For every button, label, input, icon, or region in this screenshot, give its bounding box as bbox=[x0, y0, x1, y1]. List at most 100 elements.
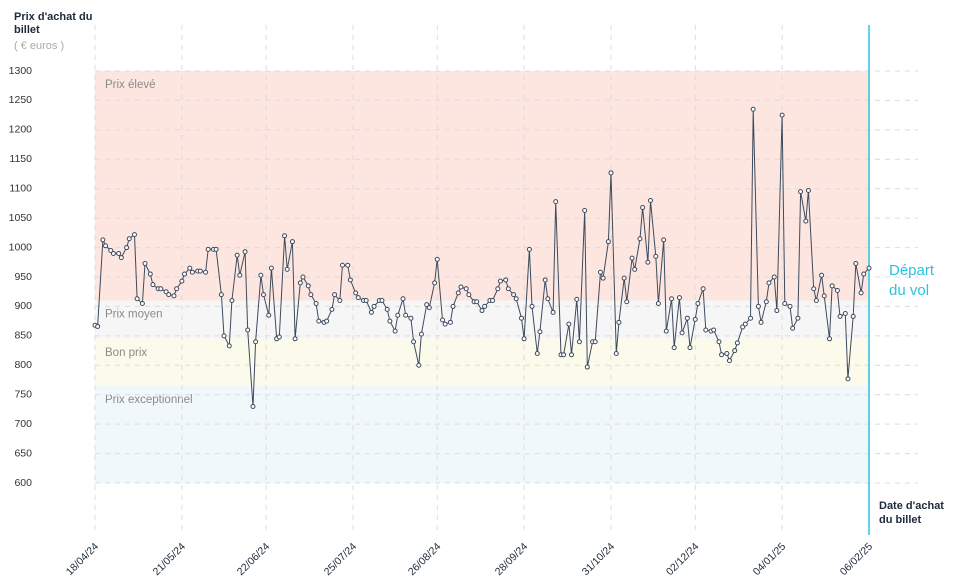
price-point bbox=[134, 296, 140, 302]
price-point bbox=[250, 403, 256, 409]
price-point bbox=[671, 345, 677, 351]
price-point bbox=[795, 315, 801, 321]
price-point bbox=[403, 312, 409, 318]
price-point bbox=[647, 197, 653, 203]
price-point bbox=[329, 306, 335, 312]
price-point bbox=[616, 319, 622, 325]
price-point bbox=[537, 329, 543, 335]
price-point bbox=[837, 313, 843, 319]
price-point bbox=[205, 246, 211, 252]
price-point bbox=[316, 318, 322, 324]
x-tick-label: 22/06/24 bbox=[235, 540, 272, 577]
price-point bbox=[384, 306, 390, 312]
price-point bbox=[126, 236, 132, 242]
price-point bbox=[811, 286, 817, 292]
price-point bbox=[518, 315, 524, 321]
price-point bbox=[834, 288, 840, 294]
price-point bbox=[411, 339, 417, 345]
price-point bbox=[771, 274, 777, 280]
price-point bbox=[629, 255, 635, 261]
price-point bbox=[218, 292, 224, 298]
price-point bbox=[424, 302, 430, 308]
price-point bbox=[466, 292, 472, 298]
price-point bbox=[566, 321, 572, 327]
price-zone bbox=[95, 300, 869, 339]
price-point bbox=[392, 328, 398, 334]
price-point bbox=[798, 189, 804, 195]
price-point bbox=[118, 255, 124, 261]
price-point bbox=[748, 315, 754, 321]
price-point bbox=[100, 237, 106, 243]
price-point bbox=[197, 268, 203, 274]
price-point bbox=[324, 318, 330, 324]
price-point bbox=[432, 280, 438, 286]
price-point bbox=[213, 246, 219, 252]
price-point bbox=[289, 239, 295, 245]
price-point bbox=[766, 280, 772, 286]
price-point bbox=[608, 170, 614, 176]
price-point bbox=[166, 292, 172, 298]
price-point bbox=[716, 339, 722, 345]
price-point bbox=[574, 296, 580, 302]
price-point bbox=[229, 298, 235, 304]
price-point bbox=[337, 298, 343, 304]
zone-label: Prix exceptionnel bbox=[105, 394, 193, 406]
y-tick-label: 1150 bbox=[9, 153, 32, 165]
price-point bbox=[613, 351, 619, 357]
price-point bbox=[355, 295, 361, 301]
y-tick-label: 1250 bbox=[9, 94, 33, 106]
price-point bbox=[695, 300, 701, 306]
price-point bbox=[758, 319, 764, 325]
price-point bbox=[258, 272, 264, 278]
price-point bbox=[174, 286, 180, 292]
price-point bbox=[226, 343, 232, 349]
price-point bbox=[300, 274, 306, 280]
price-point bbox=[147, 271, 153, 277]
price-point bbox=[827, 336, 833, 342]
price-point bbox=[534, 351, 540, 357]
price-point bbox=[576, 339, 582, 345]
price-point bbox=[426, 305, 432, 311]
x-tick-label: 18/04/24 bbox=[64, 540, 101, 577]
price-zone bbox=[95, 71, 869, 301]
y-tick-label: 1100 bbox=[9, 182, 32, 194]
price-point bbox=[774, 308, 780, 314]
price-point bbox=[332, 292, 338, 298]
departure-label: Départ du vol bbox=[889, 262, 935, 299]
price-point bbox=[276, 334, 282, 340]
y-tick-label: 950 bbox=[14, 271, 32, 283]
price-point bbox=[858, 290, 864, 296]
price-point bbox=[511, 292, 517, 298]
price-point bbox=[418, 331, 424, 337]
price-point bbox=[387, 318, 393, 324]
x-tick-label: 28/09/24 bbox=[493, 540, 530, 577]
y-tick-label: 800 bbox=[14, 359, 32, 371]
price-point bbox=[750, 106, 756, 112]
price-point bbox=[150, 282, 156, 288]
price-point bbox=[182, 271, 188, 277]
x-tick-label: 21/05/24 bbox=[151, 540, 188, 577]
price-point bbox=[284, 266, 290, 272]
price-point bbox=[684, 315, 690, 321]
price-point bbox=[103, 243, 109, 249]
price-point bbox=[221, 333, 227, 339]
price-point bbox=[553, 199, 559, 205]
price-point bbox=[474, 299, 480, 305]
price-point bbox=[463, 286, 469, 292]
price-point bbox=[450, 303, 456, 309]
y-tick-label: 650 bbox=[14, 447, 32, 459]
y-tick-label: 900 bbox=[14, 300, 32, 312]
zone-label: Bon prix bbox=[105, 347, 147, 359]
y-axis-unit: ( € euros ) bbox=[14, 40, 65, 52]
y-tick-label: 1200 bbox=[9, 124, 33, 136]
price-point bbox=[142, 260, 148, 266]
price-point bbox=[787, 303, 793, 309]
price-point bbox=[179, 278, 185, 284]
y-tick-label: 750 bbox=[14, 388, 32, 400]
price-point bbox=[368, 309, 374, 315]
x-tick-label: 06/02/25 bbox=[838, 540, 875, 577]
price-point bbox=[742, 321, 748, 327]
y-tick-label: 700 bbox=[14, 418, 32, 430]
price-point bbox=[790, 325, 796, 331]
